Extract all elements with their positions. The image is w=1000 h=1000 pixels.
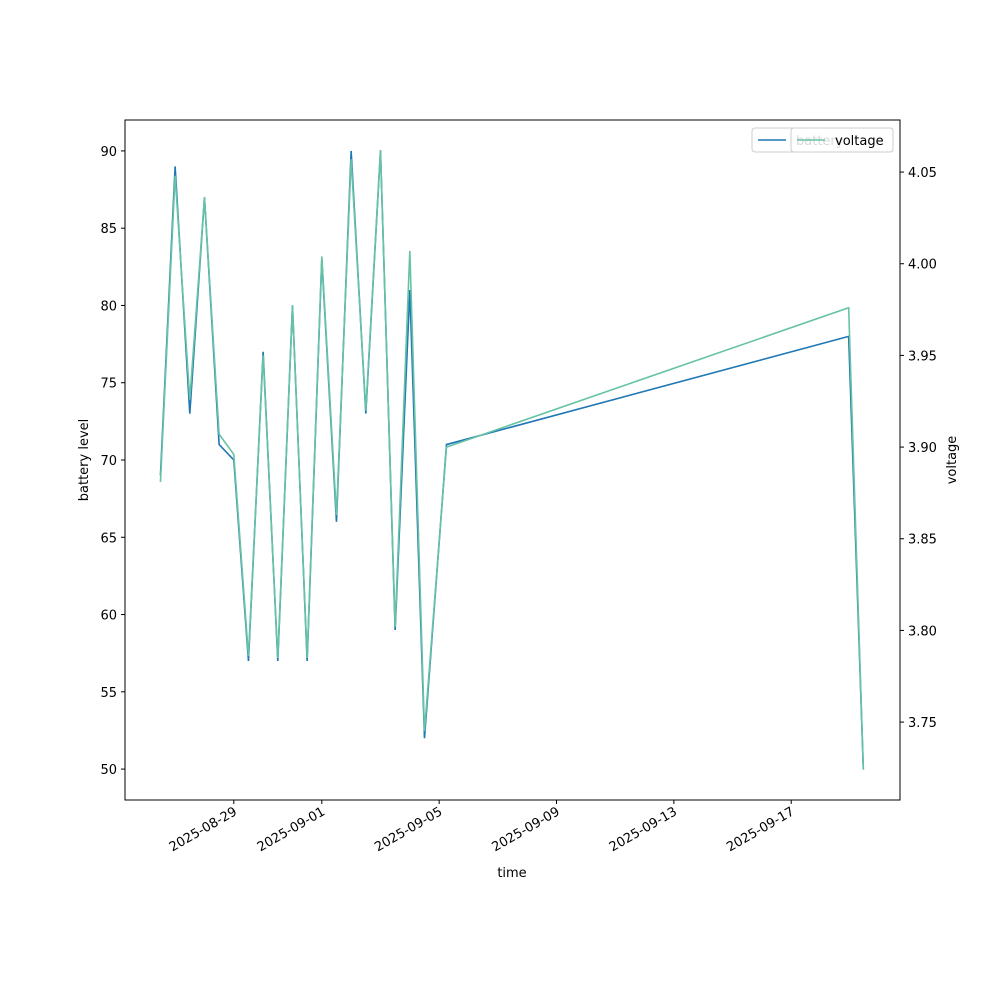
legend-box (790, 127, 894, 153)
x-tick-label: 2025-09-17 (724, 804, 797, 855)
x-tick-label: 2025-09-13 (607, 804, 680, 855)
y-tick-label: 50 (100, 763, 117, 778)
y2-tick-label: 3.95 (908, 349, 937, 364)
y-axis-label: battery level (77, 419, 92, 502)
y-tick-label: 70 (100, 454, 117, 469)
y-tick-label: 85 (100, 222, 117, 237)
y-tick-label: 90 (100, 145, 117, 160)
y-tick-label: 75 (100, 377, 117, 392)
y2-tick-label: 3.75 (908, 716, 937, 731)
y2-tick-label: 4.00 (908, 258, 937, 273)
line-series (159, 150, 865, 770)
y2-tick-label: 3.85 (908, 533, 937, 548)
x-axis-label: time (497, 866, 526, 881)
y2-tick-label: 3.80 (908, 624, 937, 639)
x-tick-label: 2025-09-09 (490, 804, 563, 855)
y2-tick-label: 3.90 (908, 441, 937, 456)
y2-axis-label: voltage (945, 436, 960, 485)
line-series (159, 150, 865, 770)
plot-frame (124, 119, 901, 801)
legend-label: voltage (835, 134, 884, 149)
y2-tick-label: 4.05 (908, 166, 937, 181)
y-tick-label: 55 (100, 686, 117, 701)
y-tick-label: 80 (100, 299, 117, 314)
x-tick-label: 2025-08-29 (167, 804, 240, 855)
y-tick-label: 60 (100, 609, 117, 624)
x-tick-label: 2025-09-01 (255, 804, 328, 855)
x-tick-label: 2025-09-05 (372, 804, 445, 855)
y-tick-label: 65 (100, 531, 117, 546)
